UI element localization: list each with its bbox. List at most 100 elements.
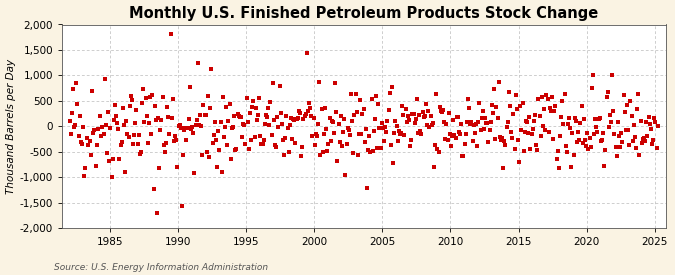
Point	[387, 160, 398, 165]
Point	[227, 125, 238, 129]
Point	[194, 112, 205, 117]
Point	[381, 130, 392, 134]
Point	[601, 95, 612, 99]
Point	[612, 119, 623, 124]
Point	[377, 126, 388, 130]
Point	[140, 96, 151, 101]
Point	[466, 120, 477, 124]
Point	[161, 141, 171, 145]
Point	[526, 132, 537, 136]
Point	[154, 166, 165, 170]
Point	[365, 150, 376, 155]
Point	[539, 107, 549, 111]
Point	[153, 116, 163, 120]
Point	[282, 125, 293, 130]
Point	[415, 129, 426, 134]
Point	[610, 145, 621, 149]
Point	[90, 164, 101, 168]
Point	[450, 135, 461, 140]
Point	[288, 117, 298, 121]
Point	[159, 143, 169, 147]
Point	[134, 133, 144, 138]
Point	[509, 147, 520, 151]
Point	[325, 139, 336, 143]
Point	[337, 143, 348, 148]
Point	[583, 146, 594, 151]
Point	[307, 133, 318, 138]
Point	[128, 142, 138, 146]
Point	[84, 139, 95, 143]
Point	[358, 107, 369, 111]
Point	[139, 120, 150, 124]
Point	[223, 119, 234, 123]
Point	[169, 134, 180, 138]
Point	[350, 91, 361, 96]
Point	[525, 147, 536, 151]
Point	[355, 98, 366, 103]
Point	[252, 118, 263, 123]
Point	[341, 142, 352, 147]
Point	[592, 130, 603, 134]
Point	[402, 120, 412, 125]
Point	[457, 154, 468, 158]
Point	[391, 124, 402, 129]
Point	[429, 165, 439, 169]
Point	[200, 112, 211, 117]
Point	[545, 109, 556, 114]
Point	[137, 101, 148, 105]
Point	[329, 131, 340, 135]
Point	[333, 122, 344, 127]
Point	[406, 138, 416, 142]
Point	[204, 155, 215, 160]
Point	[187, 125, 198, 129]
Point	[544, 106, 555, 110]
Point	[572, 140, 583, 144]
Point	[352, 109, 362, 114]
Point	[300, 111, 311, 116]
Point	[159, 149, 170, 154]
Point	[319, 106, 330, 111]
Point	[475, 128, 486, 132]
Point	[446, 144, 456, 148]
Point	[455, 131, 466, 136]
Point	[492, 116, 503, 120]
Point	[327, 120, 338, 124]
Point	[357, 111, 368, 116]
Point	[587, 73, 598, 78]
Point	[430, 142, 441, 147]
Point	[598, 130, 609, 135]
Point	[290, 141, 301, 145]
Point	[605, 120, 616, 124]
Point	[310, 132, 321, 136]
Point	[269, 143, 280, 148]
Point	[510, 93, 521, 97]
Point	[418, 114, 429, 119]
Point	[192, 61, 203, 65]
Point	[591, 125, 601, 129]
Point	[219, 135, 230, 139]
Point	[618, 93, 629, 97]
Point	[84, 229, 95, 233]
Point	[477, 108, 488, 113]
Point	[427, 121, 438, 126]
Point	[648, 138, 659, 142]
Point	[597, 138, 608, 142]
Point	[330, 81, 341, 86]
Point	[462, 97, 473, 101]
Point	[294, 110, 305, 115]
Point	[562, 122, 573, 126]
Point	[547, 95, 558, 99]
Point	[632, 106, 643, 111]
Point	[151, 117, 161, 122]
Point	[399, 133, 410, 138]
Point	[104, 159, 115, 163]
Point	[421, 102, 431, 107]
Point	[375, 145, 386, 150]
Point	[176, 204, 187, 208]
Point	[484, 127, 495, 132]
Point	[327, 119, 338, 123]
Point	[202, 94, 213, 98]
Point	[99, 77, 110, 81]
Point	[194, 122, 205, 127]
Point	[412, 97, 423, 101]
